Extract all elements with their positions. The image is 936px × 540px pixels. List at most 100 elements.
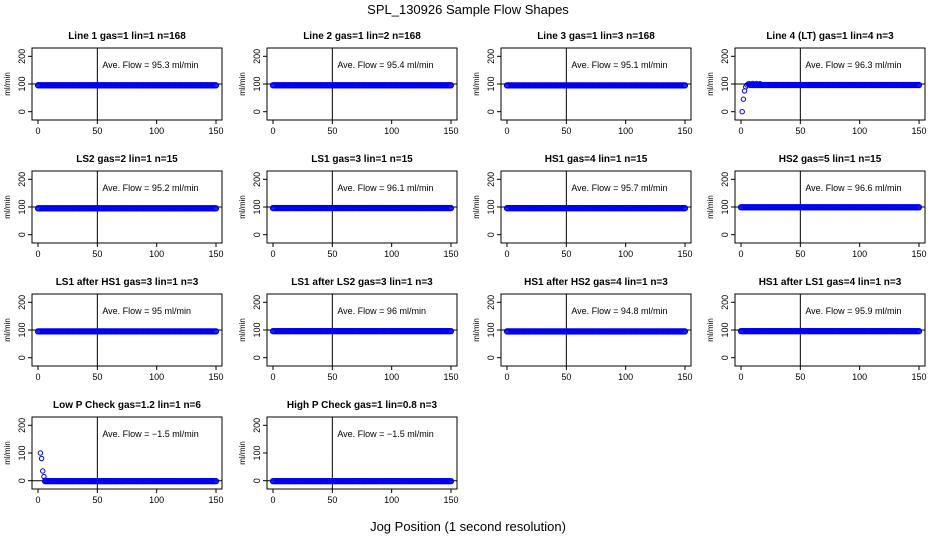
y-axis-label: ml/min	[706, 318, 715, 342]
y-axis-label: ml/min	[238, 318, 247, 342]
x-tick-label: 150	[208, 495, 223, 505]
x-tick-label: 100	[618, 126, 633, 136]
data-point	[915, 81, 923, 89]
x-tick-label: 100	[149, 249, 164, 259]
figure-title: SPL_130926 Sample Flow Shapes	[367, 2, 569, 17]
y-tick-label: 100	[486, 322, 496, 337]
y-axis-label: ml/min	[238, 195, 247, 219]
x-tick-label: 0	[270, 126, 275, 136]
data-point	[212, 477, 220, 485]
y-tick-label: 200	[486, 49, 496, 64]
y-axis-label: ml/min	[706, 195, 715, 219]
x-tick-label: 0	[270, 495, 275, 505]
x-tick-label: 50	[795, 126, 805, 136]
y-axis-label: ml/min	[472, 72, 481, 96]
panel-8: HS2 gas=5 lin=1 n=15 0 50 100 150 0 100 200 ml/m…	[706, 154, 927, 259]
y-tick-label: 100	[720, 199, 730, 214]
x-tick-label: 150	[677, 126, 692, 136]
y-axis-label: ml/min	[3, 195, 12, 219]
x-tick-label: 0	[504, 126, 509, 136]
panel-title: LS1 gas=3 lin=1 n=15	[311, 154, 413, 165]
x-tick-label: 100	[149, 372, 164, 382]
data-point	[40, 468, 46, 474]
panel-title: HS1 after LS1 gas=4 lin=1 n=3	[759, 277, 902, 288]
y-axis-label: ml/min	[238, 441, 247, 465]
x-tick-label: 100	[384, 495, 399, 505]
panel-title: LS1 after HS1 gas=3 lin=1 n=3	[56, 277, 199, 288]
panel-title: Line 3 gas=1 lin=3 n=168	[537, 31, 655, 42]
y-tick-label: 200	[252, 49, 262, 64]
y-tick-label: 0	[486, 355, 496, 360]
y-tick-label: 100	[17, 76, 27, 91]
x-tick-label: 50	[795, 249, 805, 259]
y-tick-label: 0	[17, 478, 27, 483]
y-tick-label: 100	[486, 199, 496, 214]
data-point	[681, 82, 689, 89]
y-tick-label: 0	[720, 232, 730, 237]
x-tick-label: 150	[208, 249, 223, 259]
x-tick-label: 0	[738, 372, 743, 382]
x-tick-label: 0	[738, 249, 743, 259]
panel-title: LS2 gas=2 lin=1 n=15	[76, 154, 178, 165]
panel-title: Low P Check gas=1.2 lin=1 n=6	[53, 400, 201, 411]
x-tick-label: 150	[911, 126, 926, 136]
y-axis-label: ml/min	[472, 195, 481, 219]
y-tick-label: 100	[17, 199, 27, 214]
y-tick-label: 100	[720, 322, 730, 337]
y-tick-label: 0	[720, 355, 730, 360]
y-axis-label: ml/min	[3, 318, 12, 342]
x-tick-label: 100	[149, 495, 164, 505]
x-tick-label: 100	[384, 126, 399, 136]
y-tick-label: 200	[720, 295, 730, 310]
x-tick-label: 50	[561, 372, 571, 382]
x-tick-label: 0	[35, 249, 40, 259]
average-flow-annotation: Ave. Flow = 95 ml/min	[102, 306, 191, 316]
panel-2: Line 2 gas=1 lin=2 n=168 0 50 100 150 0 100 200…	[238, 31, 459, 136]
data-point	[681, 205, 689, 212]
y-tick-label: 100	[17, 322, 27, 337]
x-tick-label: 150	[443, 249, 458, 259]
x-tick-label: 0	[35, 126, 40, 136]
x-tick-label: 150	[911, 249, 926, 259]
average-flow-annotation: Ave. Flow = 95.4 ml/min	[337, 60, 433, 70]
data-point	[739, 108, 745, 115]
data-point	[38, 455, 45, 462]
average-flow-annotation: Ave. Flow = −1.5 ml/min	[337, 429, 433, 439]
data-point	[447, 82, 455, 89]
panel-title: HS1 gas=4 lin=1 n=15	[545, 154, 648, 165]
average-flow-annotation: Ave. Flow = −1.5 ml/min	[102, 429, 198, 439]
x-tick-label: 0	[35, 372, 40, 382]
panel-6: LS1 gas=3 lin=1 n=15 0 50 100 150 0 100 200 ml/m…	[238, 154, 459, 259]
x-tick-label: 50	[327, 372, 337, 382]
x-tick-label: 100	[384, 249, 399, 259]
figure-x-label: Jog Position (1 second resolution)	[370, 519, 566, 534]
average-flow-annotation: Ave. Flow = 95.7 ml/min	[571, 183, 667, 193]
y-tick-label: 200	[486, 295, 496, 310]
x-tick-label: 50	[561, 249, 571, 259]
y-tick-label: 200	[17, 418, 27, 433]
data-point	[447, 327, 455, 335]
average-flow-annotation: Ave. Flow = 95.2 ml/min	[102, 183, 198, 193]
panel-title: LS1 after LS2 gas=3 lin=1 n=3	[291, 277, 433, 288]
average-flow-annotation: Ave. Flow = 95.1 ml/min	[571, 60, 667, 70]
panel-title: High P Check gas=1 lin=0.8 n=3	[287, 400, 438, 411]
panel-7: HS1 gas=4 lin=1 n=15 0 50 100 150 0 100 200 ml/m…	[472, 154, 693, 259]
y-tick-label: 100	[252, 199, 262, 214]
y-tick-label: 200	[17, 49, 27, 64]
average-flow-annotation: Ave. Flow = 96.6 ml/min	[805, 183, 901, 193]
panel-13: Low P Check gas=1.2 lin=1 n=6 0 50 100 150 0 1…	[3, 400, 224, 505]
y-axis-label: ml/min	[3, 441, 12, 465]
x-tick-label: 50	[92, 126, 102, 136]
panel-14: High P Check gas=1 lin=0.8 n=3 0 50 100 150 0…	[238, 400, 459, 505]
x-tick-label: 100	[618, 372, 633, 382]
y-axis-label: ml/min	[3, 72, 12, 96]
data-point	[37, 450, 44, 456]
x-tick-label: 150	[443, 495, 458, 505]
panel-3: Line 3 gas=1 lin=3 n=168 0 50 100 150 0 100 200…	[472, 31, 693, 136]
x-tick-label: 100	[149, 126, 164, 136]
data-point	[447, 477, 455, 485]
y-axis-label: ml/min	[706, 72, 715, 96]
x-tick-label: 150	[911, 372, 926, 382]
y-tick-label: 100	[252, 445, 262, 460]
